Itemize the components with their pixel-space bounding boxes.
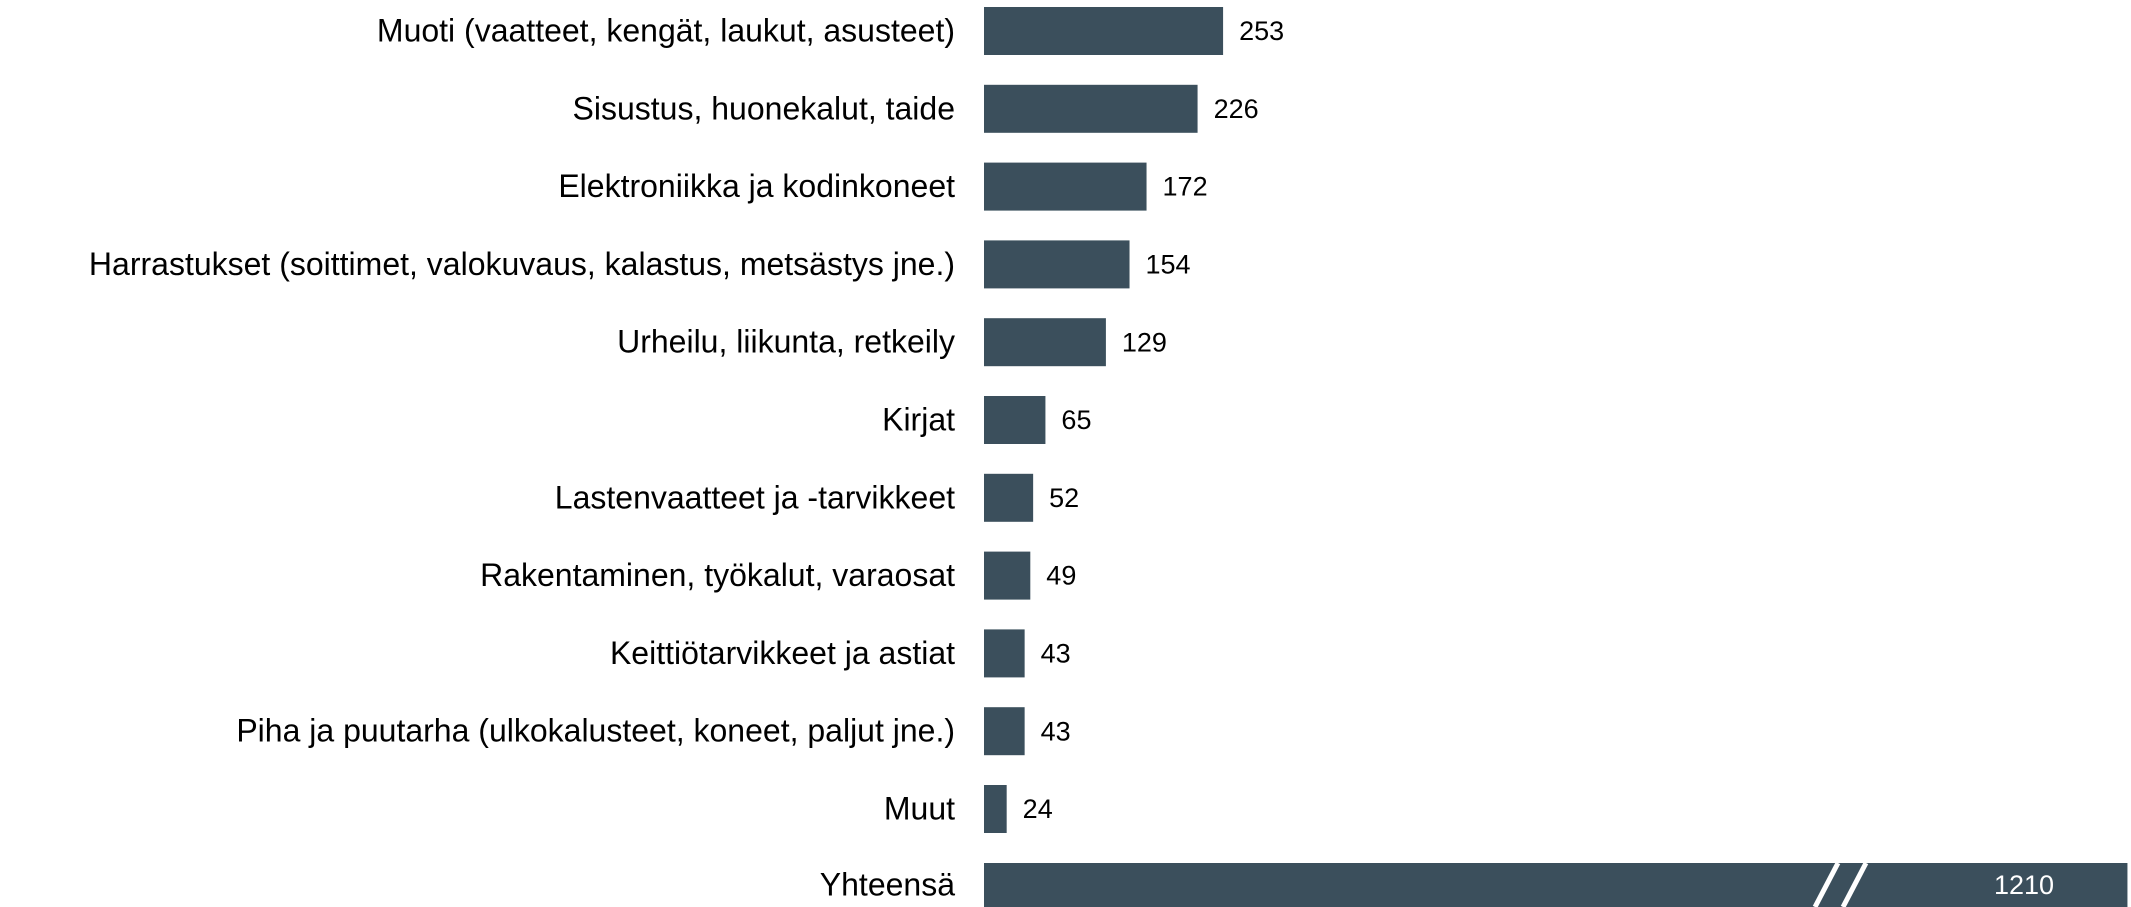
value-label: 49 [1046,561,1076,591]
category-label: Harrastukset (soittimet, valokuvaus, kal… [89,246,955,282]
value-label: 253 [1239,16,1284,46]
category-label: Sisustus, huonekalut, taide [573,90,955,126]
value-label: 1210 [1994,870,2054,900]
value-label: 172 [1163,172,1208,202]
bar [984,318,1106,367]
category-label: Elektroniikka ja kodinkoneet [558,168,955,204]
category-label: Muoti (vaatteet, kengät, laukut, asustee… [377,12,955,48]
bar [984,707,1025,756]
category-label: Muut [884,790,955,826]
break-mark [1840,861,1869,907]
category-label: Keittiötarvikkeet ja astiat [610,635,955,671]
bar [984,7,1224,55]
bar [984,162,1147,211]
value-label: 24 [1023,794,1053,824]
bar [984,551,1031,600]
bar [984,785,1007,833]
bar [984,473,1034,522]
bar [984,863,2128,907]
break-mark [1812,861,1841,907]
value-label: 226 [1214,94,1259,124]
bar [984,240,1130,289]
category-label: Urheilu, liikunta, retkeily [617,324,955,360]
category-label: Rakentaminen, työkalut, varaosat [480,557,955,593]
value-label: 129 [1122,327,1167,357]
value-label: 43 [1041,639,1071,669]
value-label: 43 [1041,716,1071,746]
value-label: 52 [1049,483,1079,513]
category-label: Piha ja puutarha (ulkokalusteet, koneet,… [236,713,955,749]
value-label: 65 [1061,405,1091,435]
bar [984,84,1198,133]
bar [984,629,1025,678]
value-label: 154 [1146,250,1191,280]
category-label: Lastenvaatteet ja -tarvikkeet [555,479,955,515]
category-label: Kirjat [882,401,955,437]
category-label: Yhteensä [820,866,955,902]
bar [984,396,1046,444]
